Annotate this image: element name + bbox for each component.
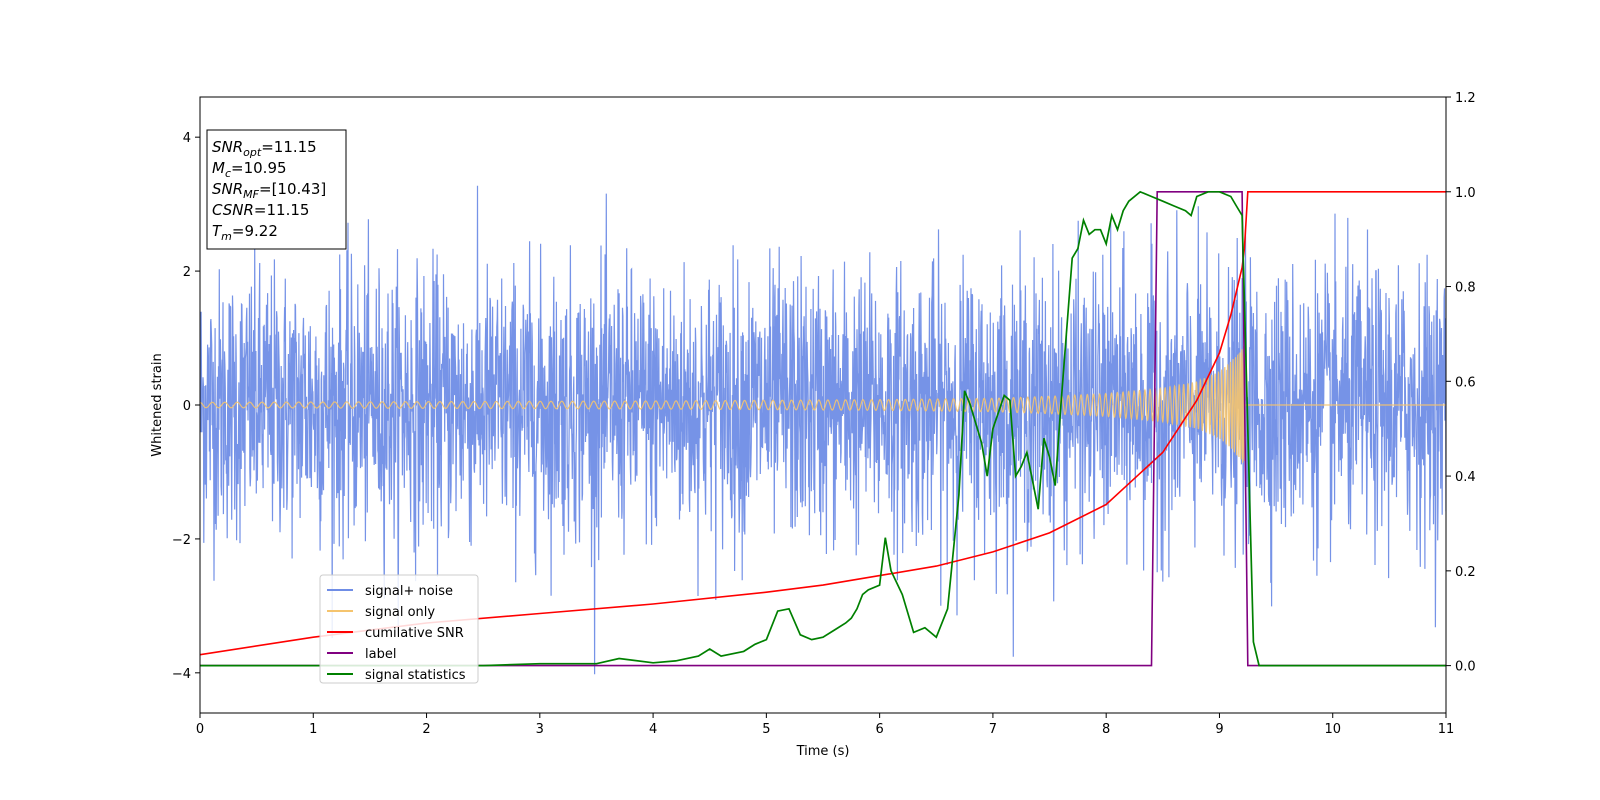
legend-frame [319,574,479,684]
info-symbol: CSNR [212,201,254,219]
y-right-tick-label: 1.2 [1455,91,1476,106]
x-tick-label: 1 [309,722,317,737]
info-subscript: c [225,167,231,180]
info-line: CSNR=11.15 [212,201,309,219]
info-symbol: SNR [212,180,243,198]
y-left-tick-label: 2 [183,265,191,280]
info-line: SNRopt=11.15 [212,138,317,159]
y-left-tick-label: −2 [172,533,191,548]
y-left-tick-label: −4 [172,667,191,682]
info-value: =11.15 [254,201,310,219]
info-symbol: T [212,222,223,240]
info-line: Tm=9.22 [212,222,278,243]
legend: signal+ noise signal only cumilative SNR la… [319,574,479,684]
y-right-tick-label: 0.8 [1455,281,1476,296]
info-symbol: M [212,159,225,177]
info-symbol: SNR [212,138,243,156]
y-right-tick-label: 1.0 [1455,186,1476,201]
y-axis-left-label: Whitened strain [150,353,165,456]
legend-entry: signal only [365,605,435,620]
info-subscript: MF [243,188,259,201]
y-left-tick-label: 4 [183,131,191,146]
x-tick-label: 10 [1324,722,1341,737]
series-cumulative-snr-line [200,191,1446,656]
x-tick-label: 8 [1102,722,1110,737]
x-tick-label: 4 [649,722,657,737]
y-right-tick-label: 0.6 [1455,375,1476,390]
y-axis-left: −4 −2 0 2 4 [172,131,200,682]
info-line: Mc=10.95 [212,159,287,180]
y-axis-right: 0.0 0.2 0.4 0.6 0.8 1.0 1.2 [1446,91,1476,675]
series-layer [200,185,1446,675]
series-signal-only-line [200,346,1446,463]
x-axis-label: Time (s) [796,744,850,759]
info-box-frame [206,129,347,250]
x-tick-label: 3 [536,722,544,737]
info-subscript: opt [243,146,262,159]
info-value: =11.15 [261,138,317,156]
y-right-tick-label: 0.0 [1455,660,1476,675]
legend-entry: cumilative SNR [365,626,464,641]
legend-entry: signal+ noise [365,584,453,599]
info-box: SNRopt=11.15Mc=10.95SNRMF=[10.43]CSNR=11… [206,129,347,250]
info-line: SNRMF=[10.43] [212,180,326,201]
y-left-tick-label: 0 [183,399,191,414]
series-signal-statistics-line [200,190,1446,667]
legend-entry: label [365,647,396,662]
x-tick-label: 7 [989,722,997,737]
x-tick-label: 9 [1215,722,1223,737]
x-axis: 0 1 2 3 4 5 6 7 8 9 10 11 [196,713,1454,737]
y-right-tick-label: 0.4 [1455,470,1476,485]
x-tick-label: 0 [196,722,204,737]
info-value: =[10.43] [259,180,326,198]
x-tick-label: 5 [762,722,770,737]
y-right-tick-label: 0.2 [1455,565,1476,580]
legend-entry: signal statistics [365,668,466,683]
x-tick-label: 2 [422,722,430,737]
info-value: =10.95 [231,159,287,177]
info-value: =9.22 [232,222,278,240]
info-subscript: m [221,230,232,243]
x-tick-label: 11 [1438,722,1455,737]
x-tick-label: 6 [875,722,883,737]
